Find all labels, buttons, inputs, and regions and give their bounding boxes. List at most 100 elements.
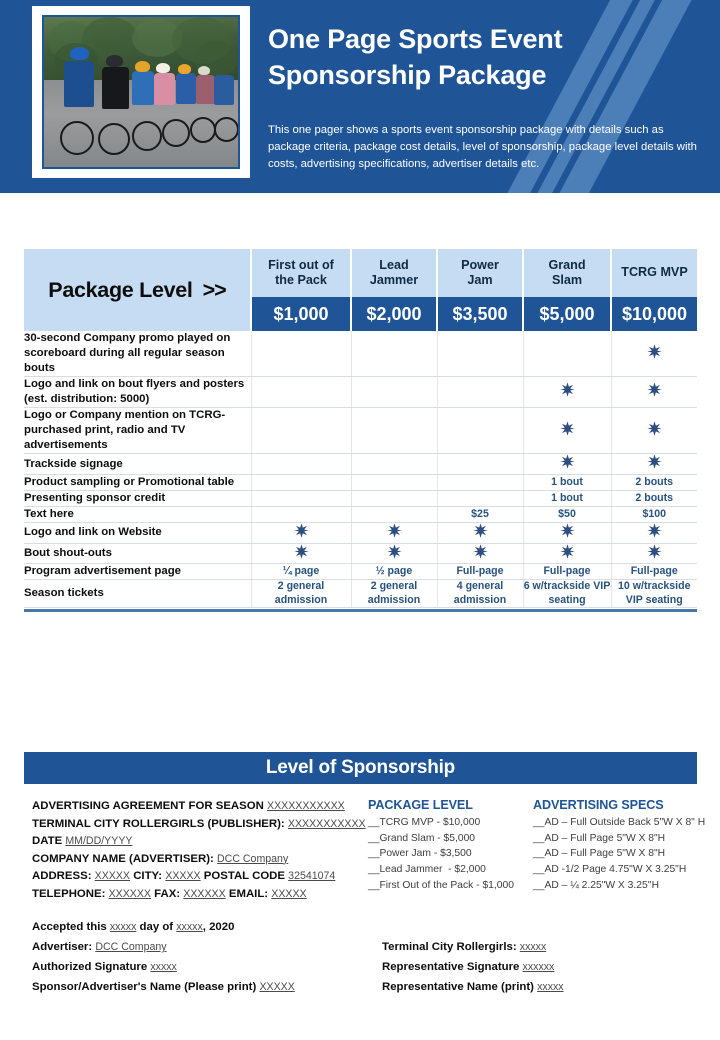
agreement-value-date[interactable]: MM/DD/YYYY bbox=[65, 835, 133, 848]
agreement-value-postal[interactable]: 32541074 bbox=[288, 870, 336, 883]
agreement-label-date: DATE bbox=[32, 835, 63, 848]
header-banner: One Page Sports Event Sponsorship Packag… bbox=[0, 0, 720, 193]
advertising-specs-heading: ADVERTISING SPECS bbox=[533, 798, 664, 812]
feature-label: Program advertisement page bbox=[24, 563, 251, 581]
agreement-value-telephone[interactable]: XXXXXX bbox=[108, 887, 151, 900]
feature-label: Product sampling or Promotional table bbox=[24, 473, 251, 491]
representative-name-label: Representative Name (print) bbox=[382, 980, 534, 993]
feature-value bbox=[436, 489, 523, 508]
package-level-checklist: PACKAGE LEVEL __TCRG MVP - $10,000 __Gran… bbox=[368, 798, 533, 893]
agreement-row-date: DATE MM/DD/YYYY bbox=[32, 833, 372, 851]
feature-value bbox=[436, 376, 523, 409]
feature-value bbox=[610, 542, 697, 565]
feature-value bbox=[350, 522, 437, 544]
agreement-label-telephone: TELEPHONE: bbox=[32, 887, 106, 900]
tcr-value[interactable]: xxxxx bbox=[519, 941, 547, 953]
package-level-table: Package Level >> First out of the Pack Lead J… bbox=[24, 249, 697, 609]
feature-value bbox=[436, 542, 523, 565]
agreement-value-publisher[interactable]: XXXXXXXXXXX bbox=[287, 817, 366, 830]
column-header-2: Lead Jammer bbox=[351, 249, 438, 297]
page-title-line2: Sponsorship Package bbox=[268, 59, 547, 90]
feature-value bbox=[610, 331, 697, 378]
table-row: 30-second Company promo played on scoreb… bbox=[24, 331, 697, 378]
table-row: Logo or Company mention on TCRG-purchase… bbox=[24, 407, 697, 455]
representative-name-value[interactable]: xxxxx bbox=[537, 980, 564, 993]
feature-value bbox=[350, 331, 437, 378]
feature-value bbox=[250, 473, 351, 491]
representative-name-line: Representative Name (print) xxxxx bbox=[382, 978, 702, 998]
table-row: Program advertisement page ¼ page ½ page Fu… bbox=[24, 563, 697, 581]
column-price-5: $10,000 bbox=[611, 297, 697, 331]
feature-value bbox=[522, 542, 611, 565]
advertising-spec-item-3[interactable]: __AD – Full Page 5"W X 8"H bbox=[533, 848, 666, 860]
advertiser-value[interactable]: DCC Company bbox=[95, 940, 167, 953]
feature-value: 10 w/trackside VIP seating bbox=[610, 579, 697, 609]
feature-value bbox=[522, 376, 611, 409]
agreement-value-season[interactable]: XXXXXXXXXXX bbox=[267, 800, 345, 812]
table-row: Product sampling or Promotional table 1 b… bbox=[24, 473, 697, 491]
accepted-month-value[interactable]: xxxxx bbox=[176, 921, 203, 933]
feature-value bbox=[250, 489, 351, 508]
feature-value: 2 bouts bbox=[610, 473, 697, 491]
star-icon bbox=[293, 543, 309, 559]
agreement-value-company[interactable]: DCC Company bbox=[217, 852, 289, 865]
feature-value bbox=[610, 453, 697, 475]
star-icon bbox=[559, 382, 575, 398]
authorized-signature-value[interactable]: xxxxx bbox=[150, 960, 177, 973]
feature-value bbox=[250, 376, 351, 409]
feature-label: Presenting sponsor credit bbox=[24, 489, 251, 508]
agreement-row-company: COMPANY NAME (ADVERTISER): DCC Company bbox=[32, 851, 372, 869]
advertising-spec-item-5[interactable]: __AD – ¼ 2.25"W X 3.25''H bbox=[533, 879, 660, 891]
advertiser-line: Advertiser: DCC Company bbox=[32, 938, 372, 958]
advertising-spec-item-1[interactable]: __AD – Full Outside Back 5"W X 8" H bbox=[533, 817, 706, 828]
feature-label: Logo and link on Website bbox=[24, 522, 251, 544]
package-level-item-1[interactable]: __TCRG MVP - $10,000 bbox=[368, 817, 481, 828]
star-icon bbox=[647, 543, 662, 559]
advertising-spec-item-2[interactable]: __AD – Full Page 5"W X 8"H bbox=[533, 832, 666, 844]
star-icon bbox=[293, 523, 309, 538]
advertising-spec-item-4[interactable]: __AD -1/2 Page 4.75"W X 3.25"H bbox=[533, 863, 687, 875]
package-level-item-5[interactable]: __First Out of the Pack - $1,000 bbox=[368, 879, 514, 891]
agreement-label-email: EMAIL: bbox=[228, 887, 269, 900]
hero-image-frame bbox=[32, 6, 250, 178]
package-level-header-cell: Package Level >> bbox=[24, 249, 252, 331]
feature-value bbox=[522, 453, 611, 475]
agreement-value-email[interactable]: XXXXX bbox=[271, 887, 307, 900]
feature-value bbox=[350, 376, 437, 409]
agreement-row-season: ADVERTISING AGREEMENT FOR SEASON XXXXXXX… bbox=[32, 798, 372, 816]
sponsor-name-value[interactable]: XXXXX bbox=[259, 980, 295, 993]
table-row: Logo and link on Website bbox=[24, 522, 697, 544]
agreement-value-fax[interactable]: XXXXXX bbox=[183, 887, 226, 900]
tcr-line: Terminal City Rollergirls: xxxxx bbox=[382, 938, 702, 958]
signature-block-rollergirls: Terminal City Rollergirls: xxxxx Represe… bbox=[382, 938, 702, 998]
tcr-label: Terminal City Rollergirls: bbox=[382, 941, 517, 953]
representative-signature-value[interactable]: xxxxxx bbox=[522, 960, 555, 973]
feature-value bbox=[522, 331, 611, 378]
representative-signature-line: Representative Signature xxxxxx bbox=[382, 958, 702, 978]
package-level-item-3[interactable]: __Power Jam - $3,500 bbox=[368, 848, 472, 860]
feature-value bbox=[350, 542, 437, 565]
column-header-4: Grand Slam bbox=[523, 249, 612, 297]
package-level-label: Package Level bbox=[48, 277, 193, 302]
agreement-value-city[interactable]: XXXXX bbox=[165, 870, 201, 883]
package-level-heading: PACKAGE LEVEL bbox=[368, 798, 473, 812]
page-description: This one pager shows a sports event spon… bbox=[268, 124, 697, 170]
column-price-4: $5,000 bbox=[523, 297, 612, 331]
feature-value bbox=[250, 407, 351, 455]
feature-value bbox=[350, 407, 437, 455]
agreement-value-address[interactable]: XXXXX bbox=[94, 870, 131, 883]
table-price-row: $1,000 $2,000 $3,500 $5,000 $10,000 bbox=[24, 297, 697, 331]
table-header-row: Package Level >> First out of the Pack Lead J… bbox=[24, 249, 697, 331]
star-icon bbox=[647, 344, 662, 359]
column-header-3: Power Jam bbox=[437, 249, 524, 297]
feature-value: 2 general admission bbox=[250, 579, 351, 609]
accepted-day-value[interactable]: xxxxx bbox=[109, 921, 137, 933]
agreement-label-postal: POSTAL CODE bbox=[203, 870, 285, 883]
package-level-item-4[interactable]: __Lead Jammer - $2,000 bbox=[368, 863, 486, 875]
feature-value bbox=[250, 506, 351, 524]
feature-value bbox=[350, 473, 437, 491]
sponsorship-banner: Level of Sponsorship bbox=[24, 752, 697, 784]
column-header-1: First out of the Pack bbox=[251, 249, 352, 297]
package-level-item-2[interactable]: __Grand Slam - $5,000 bbox=[368, 832, 476, 844]
agreement-label-city: CITY: bbox=[133, 870, 163, 883]
